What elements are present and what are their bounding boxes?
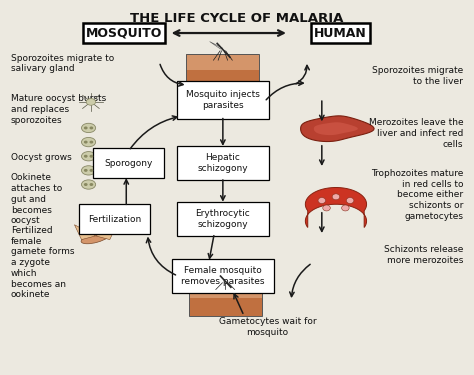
FancyBboxPatch shape bbox=[177, 81, 269, 119]
Ellipse shape bbox=[82, 152, 96, 161]
Text: THE LIFE CYCLE OF MALARIA: THE LIFE CYCLE OF MALARIA bbox=[130, 12, 344, 25]
Text: Schizonts release
more merozoites: Schizonts release more merozoites bbox=[384, 245, 463, 265]
FancyBboxPatch shape bbox=[189, 284, 262, 298]
Circle shape bbox=[332, 194, 340, 200]
Circle shape bbox=[84, 141, 88, 144]
FancyBboxPatch shape bbox=[172, 259, 273, 293]
Ellipse shape bbox=[82, 123, 96, 133]
Circle shape bbox=[323, 205, 330, 211]
Text: Ookinete
attaches to
gut and
becomes
oocyst: Ookinete attaches to gut and becomes ooc… bbox=[11, 173, 62, 225]
Text: Mature oocyst bursts
and replaces
sporozoites: Mature oocyst bursts and replaces sporoz… bbox=[11, 94, 106, 124]
Circle shape bbox=[346, 198, 354, 204]
Text: HUMAN: HUMAN bbox=[314, 27, 367, 39]
Circle shape bbox=[84, 169, 88, 172]
Circle shape bbox=[90, 141, 93, 144]
Text: Sporozoites migrate
to the liver: Sporozoites migrate to the liver bbox=[372, 66, 463, 86]
Circle shape bbox=[90, 126, 93, 129]
Text: Gametocytes wait for
mosquito: Gametocytes wait for mosquito bbox=[219, 317, 317, 337]
FancyBboxPatch shape bbox=[177, 202, 269, 236]
Polygon shape bbox=[74, 225, 96, 240]
Text: Hepatic
schizogony: Hepatic schizogony bbox=[198, 153, 248, 173]
Ellipse shape bbox=[86, 99, 96, 105]
Circle shape bbox=[318, 198, 326, 204]
Circle shape bbox=[84, 126, 88, 129]
Ellipse shape bbox=[81, 232, 110, 244]
Polygon shape bbox=[301, 116, 374, 141]
Ellipse shape bbox=[82, 180, 96, 189]
Ellipse shape bbox=[82, 137, 96, 147]
Text: Trophozoites mature
in red cells to
become either
schizonts or
gametocytes: Trophozoites mature in red cells to beco… bbox=[371, 169, 463, 221]
Text: Sporozoites migrate to
salivary gland: Sporozoites migrate to salivary gland bbox=[11, 54, 114, 74]
Text: MOSQUITO: MOSQUITO bbox=[86, 27, 162, 39]
Text: Mosquito injects
parasites: Mosquito injects parasites bbox=[186, 90, 260, 110]
Text: Female mosquito
removes parasites: Female mosquito removes parasites bbox=[181, 266, 264, 286]
Circle shape bbox=[90, 155, 93, 158]
Text: Merozoites leave the
liver and infect red
cells: Merozoites leave the liver and infect re… bbox=[369, 118, 463, 149]
Text: Oocyst grows: Oocyst grows bbox=[11, 153, 72, 162]
Circle shape bbox=[90, 169, 93, 172]
FancyBboxPatch shape bbox=[93, 148, 164, 178]
Circle shape bbox=[84, 155, 88, 158]
Polygon shape bbox=[210, 42, 223, 49]
Polygon shape bbox=[96, 225, 117, 240]
FancyBboxPatch shape bbox=[189, 298, 262, 316]
FancyBboxPatch shape bbox=[79, 204, 150, 234]
Text: Fertilized
female
gamete forms
a zygote
which
becomes an
ookinete: Fertilized female gamete forms a zygote … bbox=[11, 226, 74, 300]
Circle shape bbox=[90, 183, 93, 186]
Ellipse shape bbox=[82, 166, 96, 175]
Polygon shape bbox=[305, 188, 366, 228]
Polygon shape bbox=[314, 122, 358, 135]
Text: Fertilization: Fertilization bbox=[88, 214, 141, 223]
Circle shape bbox=[84, 183, 88, 186]
Text: Erythrocytic
schizogony: Erythrocytic schizogony bbox=[195, 209, 250, 229]
FancyBboxPatch shape bbox=[186, 54, 259, 70]
FancyBboxPatch shape bbox=[177, 146, 269, 180]
Text: Sporogony: Sporogony bbox=[104, 159, 153, 168]
FancyBboxPatch shape bbox=[186, 70, 259, 90]
Circle shape bbox=[342, 205, 349, 211]
